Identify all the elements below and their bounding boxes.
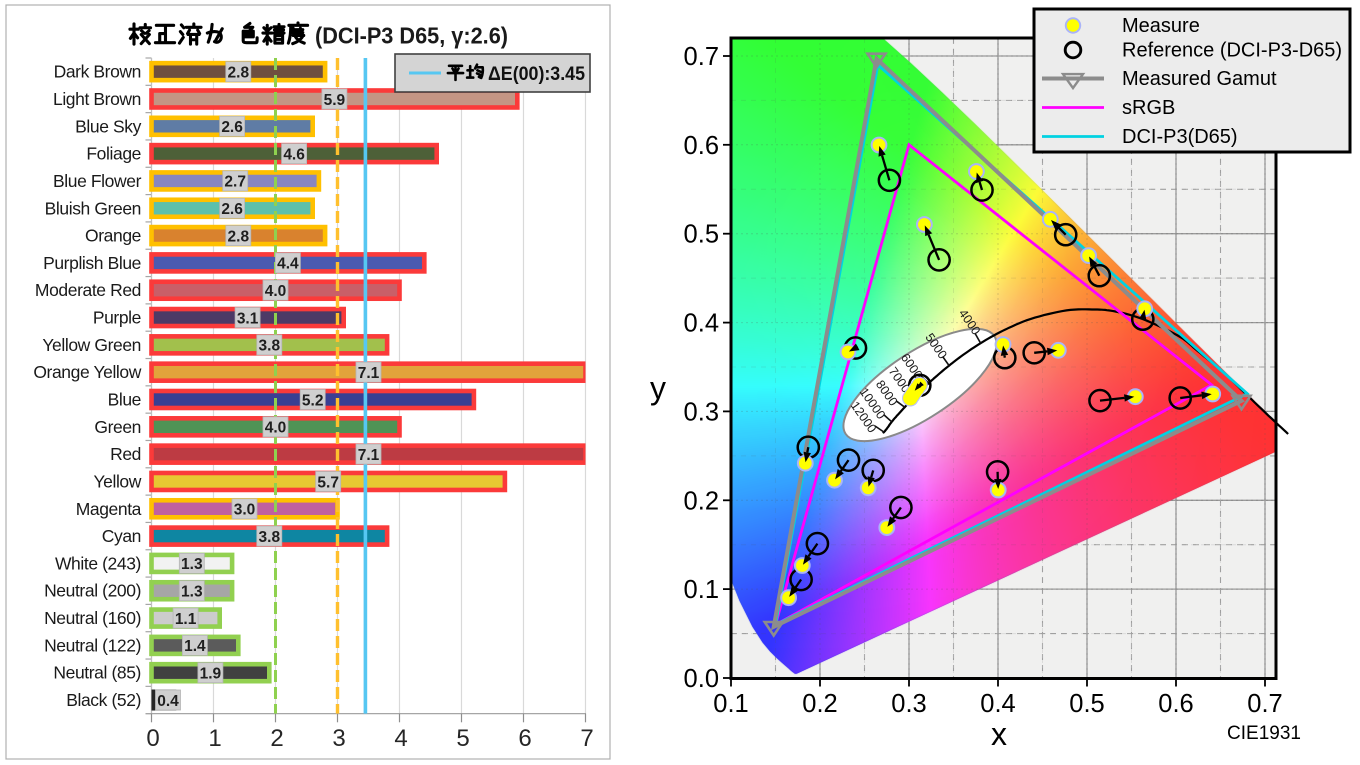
svg-text:0.2: 0.2 [802, 690, 837, 718]
svg-text:1.3: 1.3 [181, 556, 203, 573]
svg-text:Measured Gamut: Measured Gamut [1122, 68, 1277, 90]
svg-text:0.7: 0.7 [684, 43, 719, 71]
svg-text:sRGB: sRGB [1122, 97, 1175, 119]
svg-text:0.6: 0.6 [684, 132, 719, 160]
svg-text:5: 5 [456, 725, 469, 752]
svg-text:Yellow: Yellow [93, 472, 141, 492]
svg-text:3.0: 3.0 [234, 502, 256, 519]
svg-text:CIE1931: CIE1931 [1227, 723, 1301, 744]
svg-text:0.7: 0.7 [1247, 690, 1282, 718]
svg-text:4: 4 [394, 725, 407, 752]
svg-text:2.7: 2.7 [224, 174, 246, 191]
svg-text:2.6: 2.6 [221, 119, 243, 136]
svg-text:Blue: Blue [108, 390, 141, 410]
svg-text:Measure: Measure [1122, 15, 1200, 37]
svg-text:Cyan: Cyan [102, 526, 141, 546]
svg-text:Neutral (160): Neutral (160) [44, 608, 141, 628]
svg-text:7.1: 7.1 [358, 365, 380, 382]
svg-text:White (243): White (243) [55, 553, 141, 573]
svg-text:0.3: 0.3 [891, 690, 926, 718]
svg-text:Dark Brown: Dark Brown [54, 62, 141, 82]
svg-text:3.8: 3.8 [259, 529, 281, 546]
svg-text:0.0: 0.0 [684, 665, 719, 693]
svg-text:Foliage: Foliage [86, 144, 141, 164]
svg-text:1.4: 1.4 [184, 638, 206, 655]
svg-text:0.6: 0.6 [1158, 690, 1193, 718]
svg-text:0.5: 0.5 [684, 221, 719, 249]
svg-text:0.1: 0.1 [684, 576, 719, 604]
svg-text:Neutral (200): Neutral (200) [44, 581, 141, 601]
svg-text:5.9: 5.9 [324, 92, 346, 109]
svg-text:Black (52): Black (52) [66, 690, 141, 710]
svg-text:ΔE(00):3.45: ΔE(00):3.45 [488, 63, 585, 85]
svg-text:x: x [991, 716, 1007, 752]
svg-text:0.3: 0.3 [684, 398, 719, 426]
svg-text:1.9: 1.9 [200, 666, 222, 683]
svg-text:7.1: 7.1 [358, 447, 380, 464]
svg-text:6: 6 [518, 725, 531, 752]
svg-text:Bluish Green: Bluish Green [45, 198, 141, 218]
svg-text:3.8: 3.8 [259, 338, 281, 355]
svg-text:Light Brown: Light Brown [53, 89, 141, 109]
svg-text:(DCI-P3 D65, γ:2.6): (DCI-P3 D65, γ:2.6) [315, 23, 508, 49]
svg-text:0.4: 0.4 [684, 310, 719, 338]
svg-text:Red: Red [110, 444, 141, 464]
svg-text:DCI-P3(D65): DCI-P3(D65) [1122, 126, 1238, 148]
svg-text:7: 7 [580, 725, 593, 752]
svg-text:2: 2 [270, 725, 283, 752]
svg-text:2.8: 2.8 [228, 65, 250, 82]
svg-text:1.3: 1.3 [181, 584, 203, 601]
svg-text:Magenta: Magenta [76, 499, 142, 519]
svg-text:3.1: 3.1 [237, 310, 259, 327]
svg-text:0: 0 [146, 725, 159, 752]
svg-text:0.4: 0.4 [157, 693, 179, 710]
svg-text:5.2: 5.2 [302, 392, 324, 409]
svg-text:Blue Flower: Blue Flower [53, 171, 142, 191]
svg-text:Yellow Green: Yellow Green [42, 335, 141, 355]
svg-text:4.4: 4.4 [277, 256, 299, 273]
svg-text:2.6: 2.6 [221, 201, 243, 218]
svg-text:4.6: 4.6 [283, 146, 305, 163]
svg-text:Green: Green [94, 417, 141, 437]
svg-text:0.5: 0.5 [1069, 690, 1104, 718]
svg-text:1.1: 1.1 [175, 611, 197, 628]
svg-text:0.4: 0.4 [980, 690, 1015, 718]
svg-text:5.7: 5.7 [317, 474, 339, 491]
svg-text:Reference (DCI-P3-D65): Reference (DCI-P3-D65) [1122, 40, 1342, 62]
svg-text:4.0: 4.0 [265, 283, 287, 300]
svg-text:Blue Sky: Blue Sky [75, 116, 142, 136]
svg-text:0.2: 0.2 [684, 487, 719, 515]
svg-text:Neutral (122): Neutral (122) [44, 635, 141, 655]
svg-text:Neutral (85): Neutral (85) [53, 663, 141, 683]
svg-text:Purplish Blue: Purplish Blue [43, 253, 141, 273]
svg-text:Orange: Orange [85, 226, 141, 246]
svg-text:4.0: 4.0 [265, 420, 287, 437]
svg-text:Orange Yellow: Orange Yellow [33, 362, 141, 382]
svg-text:Purple: Purple [93, 308, 141, 328]
svg-text:2.8: 2.8 [228, 228, 250, 245]
svg-text:y: y [650, 370, 666, 406]
svg-text:3: 3 [332, 725, 345, 752]
svg-text:1: 1 [208, 725, 221, 752]
svg-text:0.1: 0.1 [713, 690, 748, 718]
svg-text:Moderate Red: Moderate Red [35, 280, 141, 300]
